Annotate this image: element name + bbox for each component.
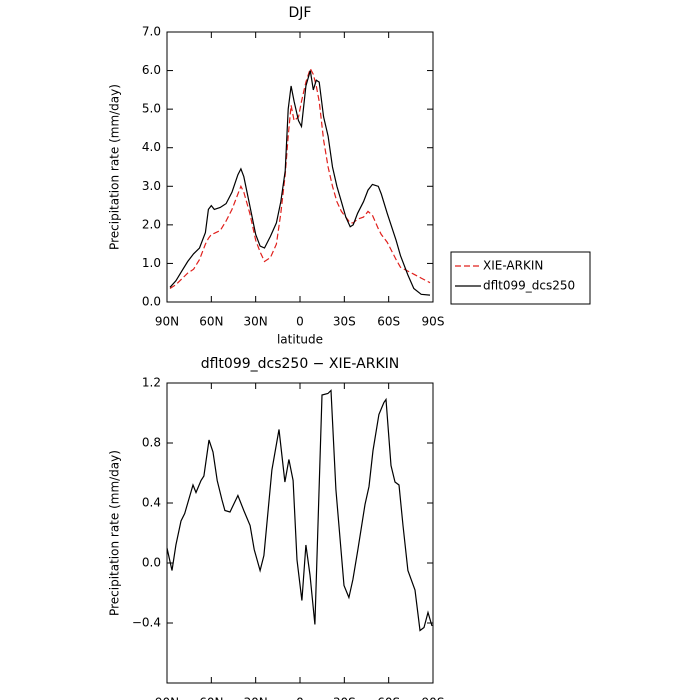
y-tick-label: 3.0 [142, 179, 161, 193]
x-tick-label: 30S [333, 315, 356, 329]
y-tick-label: 0.4 [142, 496, 161, 510]
y-tick-label: 5.0 [142, 102, 161, 116]
y-tick-label: 2.0 [142, 217, 161, 231]
legend-box [450, 251, 591, 305]
x-tick-label: 90N [155, 696, 179, 700]
y-tick-label: 6.0 [142, 63, 161, 77]
y-tick-label: 0.8 [142, 436, 161, 450]
x-tick-label: 30S [333, 696, 356, 700]
y-tick-label: 7.0 [142, 25, 161, 39]
x-tick-label: 30N [244, 696, 268, 700]
y-axis-label: Precipitation rate (mm/day) [108, 84, 122, 250]
x-tick-label: 0 [296, 315, 304, 329]
data-line [169, 70, 431, 296]
data-line [166, 389, 433, 632]
x-tick-label: 90S [422, 696, 445, 700]
x-tick-label: 60S [377, 315, 400, 329]
x-tick-label: 30N [244, 315, 268, 329]
x-tick-label: 60N [199, 315, 223, 329]
chart-title: dflt099_dcs250 − XIE-ARKIN [201, 356, 400, 372]
plot-frame [166, 382, 434, 684]
x-tick-label: 90N [155, 315, 179, 329]
x-tick-label: 60N [199, 696, 223, 700]
y-tick-label: 1.0 [142, 256, 161, 270]
legend-label: dflt099_dcs250 [483, 279, 575, 293]
y-tick-label: 0.0 [142, 295, 161, 309]
x-tick-label: 0 [296, 696, 304, 700]
y-tick-label: 0.0 [142, 556, 161, 570]
y-tick-label: 4.0 [142, 140, 161, 154]
data-line [169, 67, 431, 290]
x-axis-label: latitude [277, 333, 323, 347]
x-tick-label: 90S [422, 315, 445, 329]
y-tick-label: 1.2 [142, 376, 161, 390]
y-axis-label: Precipitation rate (mm/day) [108, 450, 122, 616]
legend-label: XIE-ARKIN [483, 259, 543, 273]
plot-frame [166, 31, 434, 303]
x-tick-label: 60S [377, 696, 400, 700]
chart-title: DJF [289, 5, 312, 21]
y-tick-label: −0.4 [132, 616, 161, 630]
